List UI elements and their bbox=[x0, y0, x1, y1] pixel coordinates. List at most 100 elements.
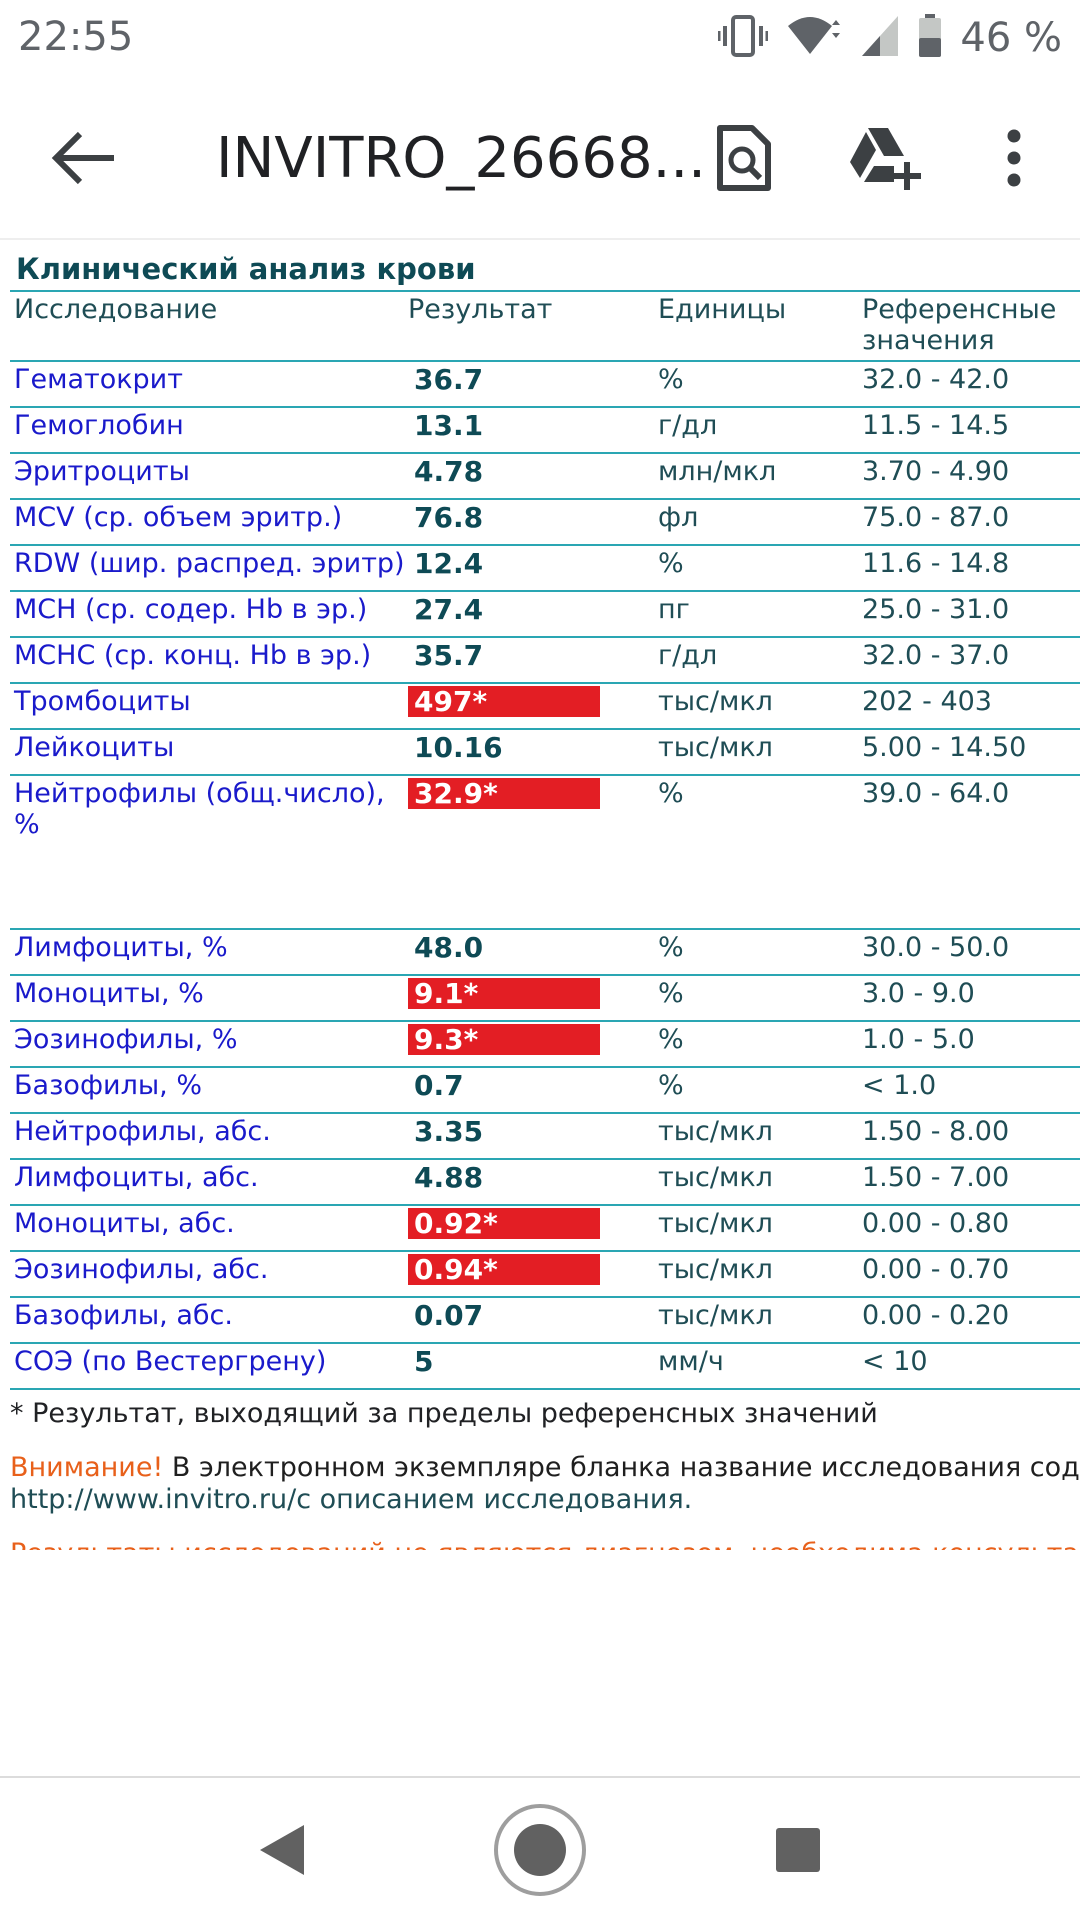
test-result-cell: 3.35 bbox=[404, 1113, 654, 1160]
table-row: Лейкоциты 10.16 тыс/мкл 5.00 - 14.50 bbox=[10, 729, 1080, 776]
test-name: Моноциты, % bbox=[10, 975, 404, 1022]
test-result: 12.4 bbox=[414, 547, 484, 580]
test-units: тыс/мкл bbox=[654, 1113, 858, 1160]
test-units: млн/мкл bbox=[654, 453, 858, 500]
test-result-cell: 497* bbox=[404, 683, 654, 730]
test-result-cell: 0.7 bbox=[404, 1067, 654, 1114]
test-reference: 75.0 - 87.0 bbox=[858, 499, 1080, 546]
test-units: пг bbox=[654, 591, 858, 638]
test-reference: 0.00 - 0.20 bbox=[858, 1297, 1080, 1344]
navigation-bar bbox=[0, 1776, 1080, 1922]
test-result: 0.07 bbox=[414, 1299, 484, 1332]
vibrate-icon bbox=[717, 14, 769, 62]
header-name: Исследование bbox=[10, 290, 404, 362]
result-out-of-range: 9.3* bbox=[408, 1024, 600, 1055]
table-row: Лимфоциты, % 48.0% 30.0 - 50.0 bbox=[10, 929, 1080, 976]
report-document: Клинический анализ крови Исследование Ре… bbox=[0, 250, 1080, 1550]
test-units: % bbox=[654, 545, 858, 592]
test-reference: 30.0 - 50.0 bbox=[858, 929, 1080, 976]
test-result: 10.16 bbox=[414, 731, 503, 764]
header-result: Результат bbox=[404, 290, 654, 362]
test-reference: 3.70 - 4.90 bbox=[858, 453, 1080, 500]
status-icons: 46 % bbox=[717, 10, 1062, 66]
test-reference: 1.0 - 5.0 bbox=[858, 1021, 1080, 1068]
test-units: % bbox=[654, 929, 858, 976]
test-units: мм/ч bbox=[654, 1343, 858, 1390]
table-row: Лимфоциты, абс. 4.88 тыс/мкл 1.50 - 7.00 bbox=[10, 1159, 1080, 1206]
disclaimer: Результаты исследований не являются диаг… bbox=[10, 1538, 1080, 1550]
test-name: Базофилы, абс. bbox=[10, 1297, 404, 1344]
test-reference: 1.50 - 7.00 bbox=[858, 1159, 1080, 1206]
warning-note: Внимание! В электронном экземпляре бланк… bbox=[10, 1452, 1080, 1483]
table-row: Эозинофилы, абс. 0.94* тыс/мкл 0.00 - 0.70 bbox=[10, 1251, 1080, 1298]
test-result-cell: 13.1 bbox=[404, 407, 654, 454]
result-out-of-range: 9.1* bbox=[408, 978, 600, 1009]
test-result-cell: 12.4 bbox=[404, 545, 654, 592]
test-reference: 39.0 - 64.0 bbox=[858, 775, 1080, 930]
table-row: Эритроциты 4.78 млн/мкл 3.70 - 4.90 bbox=[10, 453, 1080, 500]
test-result: 76.8 bbox=[414, 501, 484, 534]
document-title: INVITRO_26668... bbox=[216, 126, 706, 191]
result-out-of-range: 32.9* bbox=[408, 778, 600, 809]
result-out-of-range: 497* bbox=[408, 686, 600, 717]
test-name: Базофилы, % bbox=[10, 1067, 404, 1114]
test-result-cell: 48.0 bbox=[404, 929, 654, 976]
test-units: тыс/мкл bbox=[654, 729, 858, 776]
test-units: тыс/мкл bbox=[654, 1159, 858, 1206]
back-button[interactable] bbox=[48, 128, 120, 188]
test-result: 13.1 bbox=[414, 409, 484, 442]
battery-percent: 46 % bbox=[960, 15, 1062, 61]
find-in-document-button[interactable] bbox=[704, 116, 784, 200]
test-name: Нейтрофилы (общ.число), % bbox=[10, 775, 404, 930]
test-name: MCHC (ср. конц. Hb в эр.) bbox=[10, 637, 404, 684]
test-result: 0.7 bbox=[414, 1069, 464, 1102]
test-result-cell: 9.1* bbox=[404, 975, 654, 1022]
test-units: фл bbox=[654, 499, 858, 546]
test-name: Тромбоциты bbox=[10, 683, 404, 730]
battery-icon bbox=[918, 14, 942, 62]
invitro-link[interactable]: http://www.invitro.ru/с описанием исслед… bbox=[10, 1484, 693, 1515]
test-reference: 0.00 - 0.70 bbox=[858, 1251, 1080, 1298]
test-units: г/дл bbox=[654, 637, 858, 684]
test-result: 5 bbox=[414, 1345, 434, 1378]
header-units: Единицы bbox=[654, 290, 858, 362]
test-units: тыс/мкл bbox=[654, 1297, 858, 1344]
table-row: Базофилы, абс. 0.07 тыс/мкл 0.00 - 0.20 bbox=[10, 1297, 1080, 1344]
warning-lead: Внимание! bbox=[10, 1452, 164, 1483]
test-units: % bbox=[654, 1067, 858, 1114]
nav-recents-button[interactable] bbox=[748, 1800, 848, 1900]
table-row: Гемоглобин 13.1 г/дл 11.5 - 14.5 bbox=[10, 407, 1080, 454]
add-to-drive-button[interactable] bbox=[846, 116, 926, 200]
more-options-button[interactable] bbox=[974, 116, 1054, 200]
test-reference: 11.5 - 14.5 bbox=[858, 407, 1080, 454]
test-result: 4.78 bbox=[414, 455, 484, 488]
table-row: Нейтрофилы, абс. 3.35 тыс/мкл 1.50 - 8.00 bbox=[10, 1113, 1080, 1160]
test-units: тыс/мкл bbox=[654, 1205, 858, 1252]
result-out-of-range: 0.92* bbox=[408, 1208, 600, 1239]
nav-home-button[interactable] bbox=[490, 1800, 590, 1900]
test-units: % bbox=[654, 775, 858, 930]
header-ref: Референсные значения bbox=[858, 290, 1080, 362]
test-name: Моноциты, абс. bbox=[10, 1205, 404, 1252]
test-name: RDW (шир. распред. эритр) bbox=[10, 545, 405, 592]
nav-back-button[interactable] bbox=[232, 1800, 332, 1900]
status-time: 22:55 bbox=[18, 14, 134, 60]
nav-home-icon bbox=[494, 1804, 586, 1896]
test-result: 4.88 bbox=[414, 1161, 484, 1194]
test-reference: 202 - 403 bbox=[858, 683, 1080, 730]
test-reference: 3.0 - 9.0 bbox=[858, 975, 1080, 1022]
result-out-of-range: 0.94* bbox=[408, 1254, 600, 1285]
table-row: MCH (ср. содер. Hb в эр.) 27.4 пг 25.0 - 31… bbox=[10, 591, 1080, 638]
table-row: MCHC (ср. конц. Hb в эр.) 35.7 г/дл 32.0 - … bbox=[10, 637, 1080, 684]
table-row: Тромбоциты 497* тыс/мкл 202 - 403 bbox=[10, 683, 1080, 730]
test-reference: 25.0 - 31.0 bbox=[858, 591, 1080, 638]
test-name: СОЭ (по Вестергрену) bbox=[10, 1343, 404, 1390]
test-name: Лейкоциты bbox=[10, 729, 404, 776]
warning-text: В электронном экземпляре бланка название… bbox=[171, 1452, 1080, 1483]
wifi-icon bbox=[786, 14, 842, 62]
test-result-cell: 4.78 bbox=[404, 453, 654, 500]
test-name: Лимфоциты, % bbox=[10, 929, 404, 976]
test-result: 36.7 bbox=[414, 363, 484, 396]
test-units: % bbox=[654, 975, 858, 1022]
test-units: тыс/мкл bbox=[654, 683, 858, 730]
